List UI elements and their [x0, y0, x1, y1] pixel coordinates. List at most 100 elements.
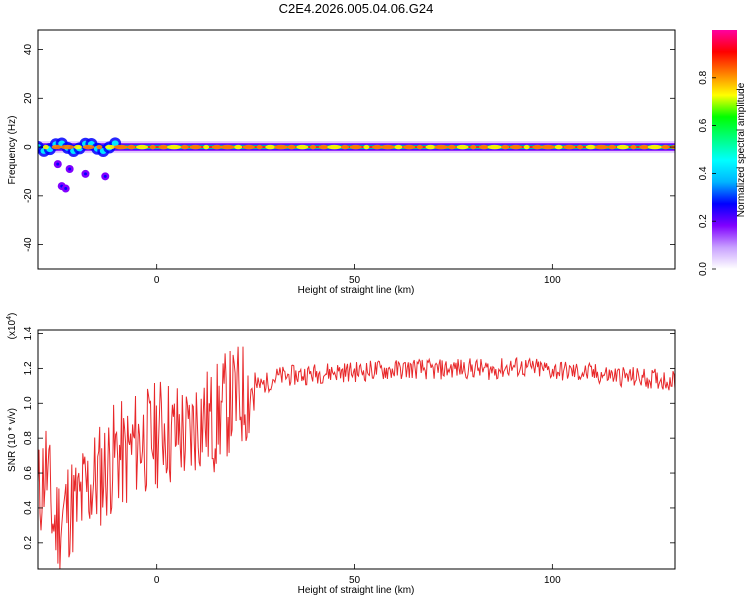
ridge-hotspot [509, 144, 522, 150]
ridge-hotspot [478, 144, 489, 150]
ridge-hotspot [256, 144, 263, 150]
spectrogram-y-label: Frequency (Hz) [7, 116, 18, 185]
snr-series-group [38, 346, 675, 569]
spectrogram-x-ticks: 0 50 100 [154, 264, 561, 286]
ridge-hotspot [394, 144, 403, 150]
ridge-hotspot [416, 144, 423, 150]
ridge-hotspot [211, 144, 222, 150]
ridge-hotspot [60, 144, 75, 150]
colorbar-tick-label: 0.8 [698, 70, 709, 84]
spectrogram-x-tick-label: 0 [154, 275, 160, 286]
snr-y-tick-label: 0.2 [23, 535, 34, 549]
chart-title: C2E4.2026.005.04.06.G24 [279, 1, 434, 16]
snr-y-multiplier-exp: 4 [6, 316, 13, 320]
colorbar-tick-label: 0.6 [698, 118, 709, 132]
ridge-hotspot [341, 144, 350, 150]
ridge-hotspot [470, 144, 477, 150]
ridge-hotspot [220, 144, 235, 150]
ridge-hotspot [73, 144, 82, 150]
ridge-hotspot [82, 144, 95, 150]
ridge-hotspot [554, 144, 563, 150]
colorbar-label: Normalized spectral amplitude [736, 82, 747, 217]
spectrogram-x-tick-label: 50 [349, 275, 361, 286]
spectrogram-y-tick-label: 0 [23, 144, 34, 150]
spectrogram-y-ticks: 40 20 0 -20 -40 [23, 44, 675, 252]
colorbar-ticks: 0.0 0.2 0.4 0.6 0.8 [698, 70, 716, 276]
ridge-hotspot [608, 144, 617, 150]
ridge-hotspot [447, 144, 456, 150]
spectrogram-x-label: Height of straight line (km) [298, 285, 415, 296]
snr-x-tick-label: 0 [154, 575, 160, 586]
ridge-hotspot [265, 144, 276, 150]
ridge-hotspot [594, 144, 609, 150]
snr-y-tick-label: 0.6 [23, 466, 34, 480]
spectrogram-y-tick-label: 40 [23, 44, 34, 56]
ridge-hotspot [501, 144, 510, 150]
spectrogram-y-tick-label: -40 [23, 237, 34, 252]
ridge-hotspot [661, 144, 670, 150]
snr-y-tick-label: 0.4 [23, 501, 34, 515]
ridge-hotspot [563, 144, 576, 150]
spectrogram-scatter-core [83, 172, 87, 176]
ridge-hotspot [380, 144, 395, 150]
ridge-hotspot [434, 144, 449, 150]
ridge-hotspot [136, 144, 149, 150]
snr-x-tick-label: 100 [544, 575, 561, 586]
ridge-hotspot [296, 144, 309, 150]
ridge-hotspot [287, 144, 296, 150]
ridge-hotspot [234, 144, 243, 150]
snr-panel: 0 50 100 0.2 0.4 0.6 0.8 1.0 1.2 1.4 Height of s… [6, 313, 676, 596]
snr-y-multiplier-base: (x10 [7, 319, 18, 339]
ridge-hotspot [647, 144, 662, 150]
ridge-hotspot [327, 144, 342, 150]
spectrogram-y-tick-label: 20 [23, 92, 34, 104]
spectrogram-scatter-core [64, 187, 68, 191]
ridge-hotspot [403, 144, 416, 150]
spectrogram-y-tick-label: -20 [23, 188, 34, 203]
ridge-start-blob-core [111, 140, 119, 147]
ridge-hotspot [113, 144, 128, 150]
ridge-hotspot [158, 144, 169, 150]
ridge-hotspot [42, 144, 49, 150]
ridge-hotspot [616, 144, 629, 150]
ridge-hotspot [456, 144, 469, 150]
ridge-hotspot [540, 144, 555, 150]
ridge-hotspot [532, 144, 543, 150]
colorbar-tick-label: 0.4 [698, 166, 709, 180]
snr-frame [37, 329, 676, 570]
ridge-hotspot [630, 144, 637, 150]
ridge-hotspot [96, 144, 103, 150]
ridge-hotspot [639, 144, 650, 150]
snr-y-tick-label: 1.4 [23, 326, 34, 340]
spectrogram-scatter-core [103, 174, 107, 178]
ridge-hotspot [585, 144, 596, 150]
ridge-hotspot [273, 144, 288, 150]
snr-y-ticks: 0.2 0.4 0.6 0.8 1.0 1.2 1.4 [23, 326, 675, 550]
spectrogram-scatter-core [68, 167, 72, 171]
snr-y-tick-label: 0.8 [23, 431, 34, 445]
ridge-hotspot [242, 144, 255, 150]
spectrogram-scatter-core [56, 162, 60, 166]
snr-x-label: Height of straight line (km) [298, 585, 415, 596]
ridge-hotspot [127, 144, 136, 150]
ridge-hotspot [180, 144, 189, 150]
ridge-hotspot [372, 144, 383, 150]
ridge-hotspot [51, 144, 62, 150]
ridge-hotspot [363, 144, 370, 150]
spectrogram-frame [37, 29, 676, 270]
spectrogram-x-tick-label: 100 [544, 275, 561, 286]
ridge-hotspot [203, 144, 210, 150]
ridge-hotspot [577, 144, 584, 150]
ridge-hotspot [349, 144, 362, 150]
ridge-hotspot [487, 144, 502, 150]
spectrogram-heatmap [38, 137, 675, 193]
snr-x-tick-label: 50 [349, 575, 361, 586]
ridge-hotspot [149, 144, 156, 150]
snr-y-tick-label: 1.2 [23, 361, 34, 375]
snr-x-ticks: 0 50 100 [154, 564, 561, 586]
colorbar-tick-label: 0.2 [698, 214, 709, 228]
ridge-hotspot [425, 144, 436, 150]
colorbar-tick-label: 0.0 [698, 262, 709, 276]
ridge-hotspot [523, 144, 530, 150]
